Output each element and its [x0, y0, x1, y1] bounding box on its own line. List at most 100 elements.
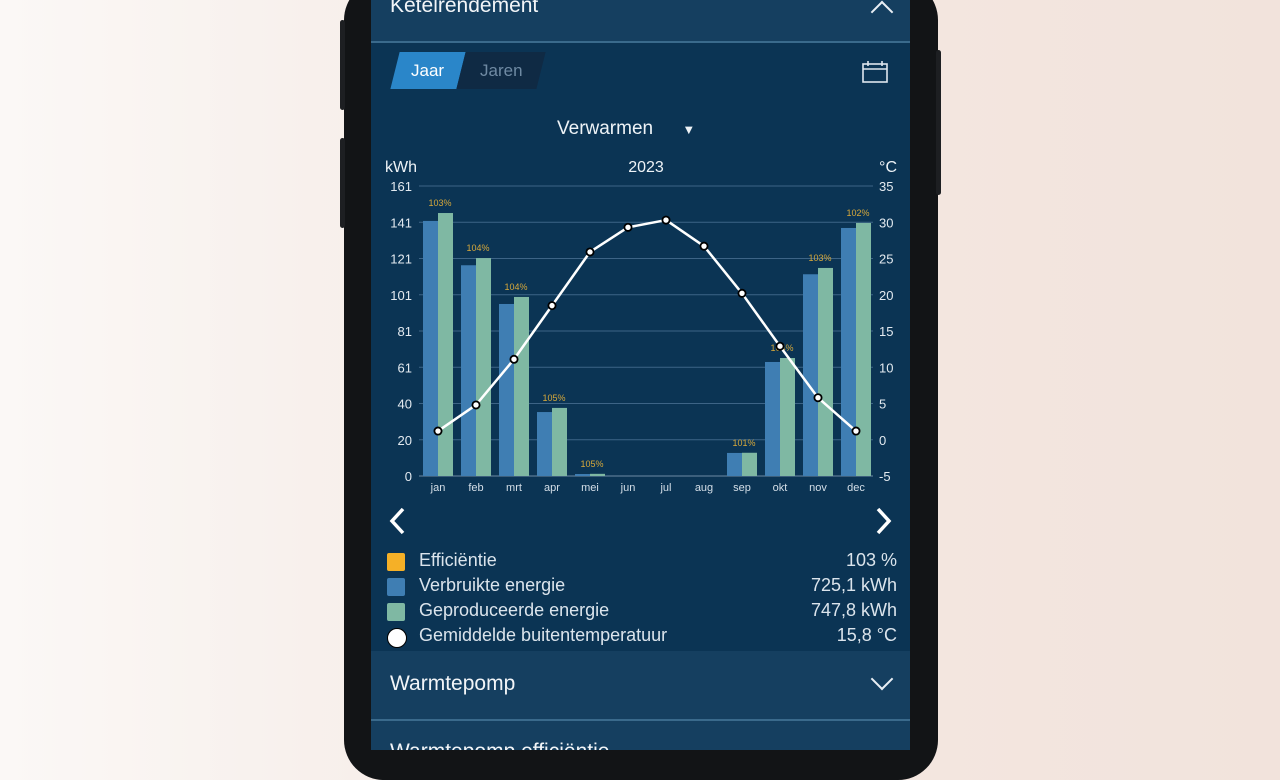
legend-produced: Geproduceerde energie 747,8 kWh	[387, 600, 897, 624]
bar-produced-mrt	[514, 296, 529, 476]
section-warmtepomp-efficiency-header[interactable]: Warmtepomp efficiëntie	[371, 721, 910, 750]
temperature-point-apr	[547, 301, 557, 311]
efficiency-swatch	[387, 553, 405, 571]
y2-tick-label: 10	[879, 360, 893, 375]
bar-produced-dec	[856, 222, 871, 476]
section-title: Ketelrendement	[390, 0, 539, 17]
tab-label: Jaar	[411, 61, 445, 80]
y-tick-label: 101	[390, 288, 412, 303]
y2-tick-label: 5	[879, 397, 886, 412]
x-tick-label: dec	[847, 482, 865, 494]
temperature-point-jan	[433, 426, 443, 436]
section-title: Warmtepomp	[390, 672, 516, 695]
y2-tick-label: 0	[879, 433, 886, 448]
efficiency-label-mrt: 104%	[504, 282, 527, 292]
section-warmtepomp-header[interactable]: Warmtepomp	[371, 651, 910, 721]
y-tick-label: 40	[398, 397, 412, 412]
section-ketelrendement-header[interactable]: Ketelrendement	[371, 0, 910, 43]
bar-consumed-mei	[575, 474, 590, 476]
y2-axis-unit: °C	[879, 159, 897, 176]
bar-consumed-okt	[765, 361, 780, 476]
produced-swatch	[387, 603, 405, 621]
temperature-point-feb	[471, 400, 481, 410]
bar-consumed-dec	[841, 227, 856, 476]
tab-label: Jaren	[479, 61, 523, 80]
bar-produced-mei	[590, 473, 605, 476]
bar-consumed-mrt	[499, 303, 514, 476]
x-tick-label: jan	[430, 482, 446, 494]
previous-arrow-icon[interactable]	[387, 506, 407, 536]
app-screen: Ketelrendement Jaar Jaren Verwarmen ▼ kW…	[371, 0, 910, 750]
x-tick-label: aug	[695, 482, 713, 494]
y2-tick-label: -5	[879, 469, 891, 484]
mode-dropdown-value: Verwarmen	[557, 118, 654, 139]
y2-tick-label: 35	[879, 179, 893, 194]
legend-label: Verbruikte energie	[419, 575, 566, 595]
section-title: Warmtepomp efficiëntie	[390, 740, 609, 750]
tab-jaar[interactable]: Jaar	[390, 52, 466, 89]
temperature-point-nov	[813, 393, 823, 403]
efficiency-label-dec: 102%	[846, 208, 869, 218]
bar-consumed-jan	[423, 220, 438, 476]
y-tick-label: 161	[390, 179, 412, 194]
x-tick-label: sep	[733, 482, 751, 494]
y-tick-label: 20	[398, 433, 412, 448]
efficiency-label-nov: 103%	[808, 253, 831, 263]
temperature-point-aug	[699, 241, 709, 251]
y-axis-unit: kWh	[385, 159, 417, 176]
efficiency-label-apr: 105%	[542, 393, 565, 403]
chevron-down-icon[interactable]	[870, 667, 894, 691]
phone-power-button	[936, 50, 941, 195]
legend-label: Gemiddelde buitentemperatuur	[419, 625, 668, 645]
efficiency-label-mei: 105%	[580, 459, 603, 469]
efficiency-label-jan: 103%	[428, 198, 451, 208]
bar-consumed-apr	[537, 412, 552, 476]
dropdown-triangle-icon: ▼	[682, 122, 696, 137]
x-tick-label: jul	[659, 482, 671, 494]
y-tick-label: 81	[398, 324, 412, 339]
y-tick-label: 61	[398, 360, 412, 375]
legend-value: 747,8 kWh	[810, 600, 897, 620]
bar-produced-apr	[552, 407, 567, 476]
temperature-point-sep	[737, 288, 747, 298]
y2-tick-label: 15	[879, 324, 893, 339]
x-tick-label: okt	[773, 482, 788, 494]
efficiency-chart: kWh 2023 °C 0 -5 20 0 40 5 61 10 81 15 101 20 121 25 141 3…	[385, 159, 897, 494]
legend-label: Geproduceerde energie	[419, 600, 610, 620]
tab-jaren[interactable]: Jaren	[456, 52, 546, 89]
x-tick-label: feb	[468, 482, 483, 494]
temperature-point-dec	[851, 426, 861, 436]
phone-side-button	[340, 138, 345, 228]
bar-produced-okt	[780, 358, 795, 476]
legend-value: 725,1 kWh	[810, 575, 897, 595]
efficiency-label-feb: 104%	[466, 243, 489, 253]
next-arrow-icon[interactable]	[874, 506, 894, 536]
chart-year-title: 2023	[628, 159, 664, 176]
x-tick-label: mrt	[506, 482, 522, 494]
y-tick-label: 121	[390, 252, 412, 267]
y-tick-label: 141	[390, 215, 412, 230]
bar-produced-jan	[438, 213, 453, 477]
bar-consumed-feb	[461, 265, 476, 476]
bar-produced-sep	[742, 452, 757, 476]
legend-label: Efficiëntie	[419, 550, 497, 570]
y2-tick-label: 20	[879, 288, 893, 303]
temperature-point-mrt	[509, 354, 519, 364]
y2-tick-label: 25	[879, 252, 893, 267]
x-tick-label: jun	[620, 482, 636, 494]
x-tick-label: nov	[809, 482, 827, 494]
legend-value: 15,8 °C	[836, 625, 897, 645]
legend-temperature: Gemiddelde buitentemperatuur 15,8 °C	[387, 625, 897, 649]
bar-produced-feb	[476, 258, 491, 476]
y2-tick-label: 30	[879, 215, 893, 230]
chevron-up-icon[interactable]	[870, 0, 894, 24]
bar-consumed-sep	[727, 452, 742, 476]
calendar-icon[interactable]	[862, 61, 888, 83]
legend-value: 103 %	[845, 550, 897, 570]
legend-consumed: Verbruikte energie 725,1 kWh	[387, 575, 897, 599]
x-tick-label: apr	[544, 482, 560, 494]
bar-produced-nov	[818, 267, 833, 476]
temperature-point-okt	[775, 341, 785, 351]
mode-dropdown[interactable]: Verwarmen ▼	[557, 118, 695, 140]
consumed-swatch	[387, 578, 405, 596]
